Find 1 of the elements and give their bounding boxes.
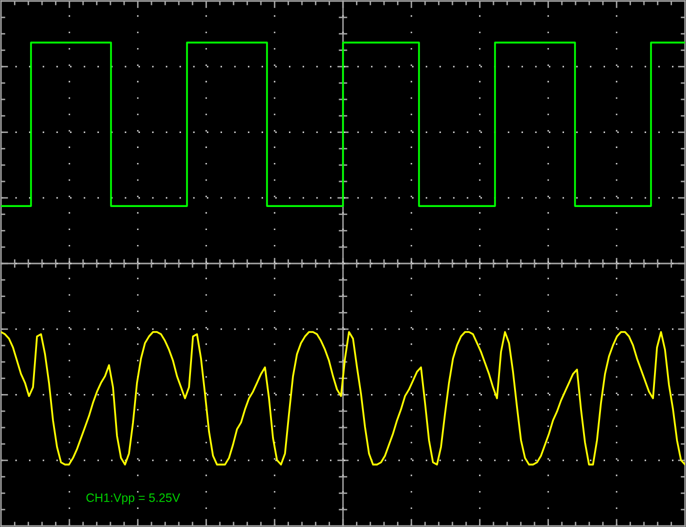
text: CH1:Vpp = 5.25V	[86, 493, 180, 504]
